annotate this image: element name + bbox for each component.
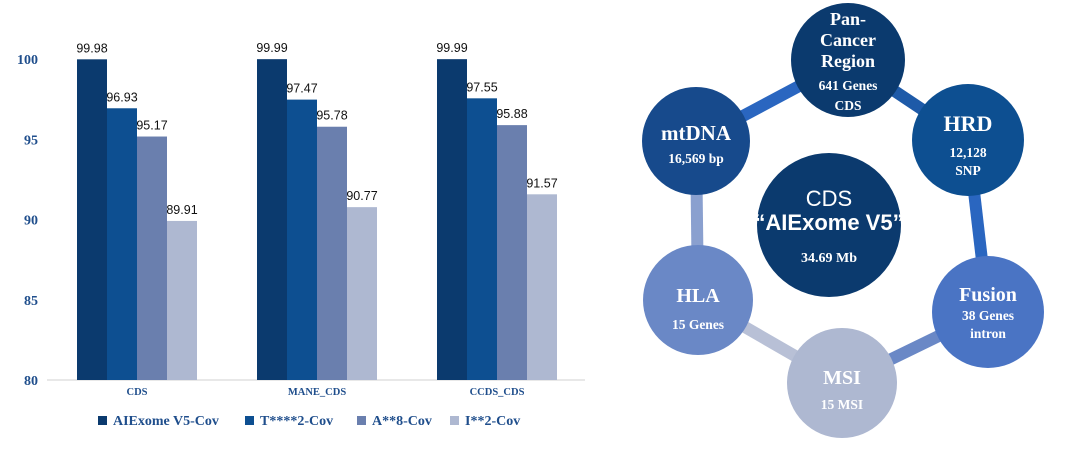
center-subtitle: “AIExome V5” <box>754 210 903 235</box>
x-tick-cds: CDS <box>126 387 147 398</box>
legend-item-t-2-cov: T****2-Cov <box>245 414 333 429</box>
bar-mane-cds-a-8-cov <box>317 126 347 380</box>
x-tick-ccds-cds: CCDS_CDS <box>470 387 525 398</box>
center-detail: 34.69 Mb <box>801 251 857 266</box>
data-label-ccds-cds-a-8-cov: 95.88 <box>496 107 527 121</box>
node-detail-line: 38 Genes <box>962 308 1014 323</box>
node-title-line: Cancer <box>820 30 876 50</box>
data-label-ccds-cds-i-2-cov: 91.57 <box>526 176 557 190</box>
legend-item-a-8-cov: A**8-Cov <box>357 414 432 429</box>
legend-swatch <box>98 416 107 425</box>
data-label-ccds-cds-t-2-cov: 97.55 <box>466 80 497 94</box>
legend-label: AIExome V5-Cov <box>113 414 219 429</box>
data-label-cds-t-2-cov: 96.93 <box>106 90 137 104</box>
legend-swatch <box>245 416 254 425</box>
data-label-mane-cds-i-2-cov: 90.77 <box>346 189 377 203</box>
bar-ccds-cds-t-2-cov <box>467 98 497 380</box>
bar-ccds-cds-i-2-cov <box>527 194 557 380</box>
bar-cds-i-2-cov <box>167 220 197 380</box>
node-hla: HLA 15 Genes <box>643 245 753 355</box>
data-label-mane-cds-a-8-cov: 95.78 <box>316 109 347 123</box>
data-label-cds-a-8-cov: 95.17 <box>136 119 167 133</box>
data-label-cds-i-2-cov: 89.91 <box>166 203 197 217</box>
node-detail-line: SNP <box>955 163 981 178</box>
node-msi: MSI 15 MSI <box>787 328 897 438</box>
node-title-line: mtDNA <box>661 121 732 145</box>
y-tick-95: 95 <box>24 133 38 148</box>
legend-swatch <box>450 416 459 425</box>
panel-diagram: CDS“AIExome V5”34.69 Mb Pan-CancerRegion… <box>642 3 1044 438</box>
node-detail-line: 15 MSI <box>821 397 863 412</box>
y-tick-80: 80 <box>24 374 38 389</box>
legend-item-aiexome-v5-cov: AIExome V5-Cov <box>98 414 219 429</box>
y-tick-90: 90 <box>24 214 38 229</box>
legend-label: I**2-Cov <box>465 414 520 429</box>
x-axis-ticks: CDS MANE_CDS CCDS_CDS <box>126 387 524 398</box>
center-title: CDS <box>806 186 852 211</box>
node-circle <box>787 328 897 438</box>
legend: AIExome V5-Cov T****2-Cov A**8-Cov I**2-Cov <box>98 414 520 429</box>
center-node: CDS“AIExome V5” 34.69 Mb <box>754 153 904 297</box>
data-labels-group: 99.98 96.93 95.17 89.91 99.99 97.47 95.78 90.77… <box>76 41 557 217</box>
legend-item-i-2-cov: I**2-Cov <box>450 414 520 429</box>
y-tick-85: 85 <box>24 294 38 309</box>
legend-swatch <box>357 416 366 425</box>
legend-label: T****2-Cov <box>260 414 333 429</box>
data-label-mane-cds-aiexome-v5-cov: 99.99 <box>256 41 287 55</box>
node-detail-line: intron <box>970 326 1006 341</box>
legend-label: A**8-Cov <box>372 414 432 429</box>
node-circle <box>912 84 1024 196</box>
y-tick-100: 100 <box>17 53 38 68</box>
center-circle <box>757 153 901 297</box>
node-circle <box>791 3 905 117</box>
node-title-line: HLA <box>676 285 720 307</box>
node-circle <box>932 256 1044 368</box>
node-title-line: Pan- <box>830 9 866 29</box>
bar-mane-cds-t-2-cov <box>287 99 317 380</box>
bar-ccds-cds-aiexome-v5-cov <box>437 59 467 381</box>
coverage-bar-chart: 80 85 90 95 100 99.98 96.93 95.17 89.91 99.99 97.… <box>17 41 585 429</box>
node-circle <box>642 87 750 195</box>
node-detail-line: 641 Genes <box>819 78 878 93</box>
node-mtdna: mtDNA 16,569 bp <box>642 87 750 195</box>
node-detail-line: CDS <box>834 98 861 113</box>
node-circle <box>643 245 753 355</box>
bar-cds-aiexome-v5-cov <box>77 59 107 381</box>
node-fusion: Fusion 38 Genes intron <box>932 256 1044 368</box>
y-axis-ticks: 80 85 90 95 100 <box>17 53 38 389</box>
bar-ccds-cds-a-8-cov <box>497 125 527 380</box>
data-label-cds-aiexome-v5-cov: 99.98 <box>76 41 107 55</box>
bar-mane-cds-i-2-cov <box>347 207 377 380</box>
node-detail-line: 15 Genes <box>672 317 724 332</box>
bar-cds-t-2-cov <box>107 108 137 380</box>
node-title-line: Fusion <box>959 284 1017 306</box>
x-tick-mane-cds: MANE_CDS <box>288 387 346 398</box>
node-detail-line: 16,569 bp <box>668 151 724 166</box>
bar-cds-a-8-cov <box>137 136 167 380</box>
bar-mane-cds-aiexome-v5-cov <box>257 59 287 381</box>
data-label-mane-cds-t-2-cov: 97.47 <box>286 82 317 96</box>
node-title-line: MSI <box>823 367 861 389</box>
node-detail-line: 12,128 <box>949 145 986 160</box>
data-label-ccds-cds-aiexome-v5-cov: 99.99 <box>436 41 467 55</box>
node-title-line: HRD <box>944 111 993 136</box>
node-hrd: HRD 12,128 SNP <box>912 84 1024 196</box>
bars-group <box>77 59 557 381</box>
node-title-line: Region <box>821 51 875 71</box>
